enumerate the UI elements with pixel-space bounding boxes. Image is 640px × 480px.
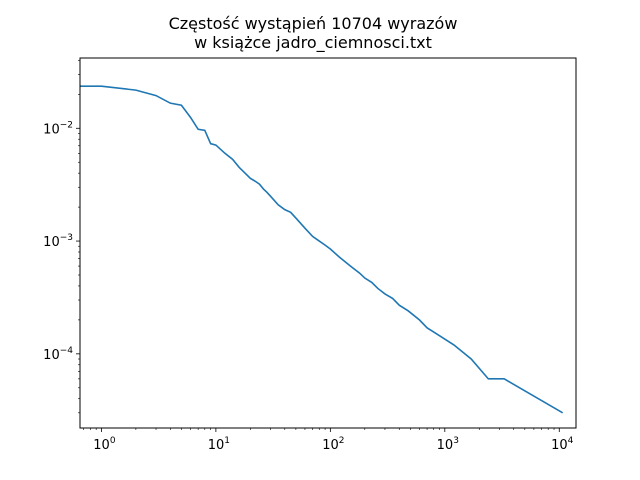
- axes-frame: [79, 57, 577, 429]
- y-tick-label: 10−3: [43, 233, 73, 250]
- plot-area: 100 101 102 103 104 10−4 10−3 10−2: [43, 60, 574, 453]
- x-tick-label: 103: [437, 436, 459, 453]
- x-tick-label: 101: [208, 436, 230, 453]
- x-tick-label: 102: [322, 436, 344, 453]
- chart-title-line-2: w książce jadro_ciemnosci.txt: [194, 33, 432, 53]
- y-tick-label: 10−2: [43, 120, 73, 137]
- x-tick-label: 104: [551, 436, 574, 453]
- y-tick-label: 10−4: [43, 346, 73, 363]
- chart-title-line-1: Częstość wystąpień 10704 wyrazów: [169, 14, 458, 33]
- x-tick-label: 100: [93, 436, 116, 453]
- series-line-0: [80, 85, 564, 414]
